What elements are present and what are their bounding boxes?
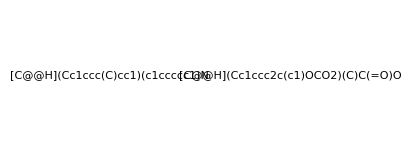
Text: [C@@H](Cc1ccc2c(c1)OCO2)(C)C(=O)O: [C@@H](Cc1ccc2c(c1)OCO2)(C)C(=O)O	[179, 71, 402, 80]
Text: [C@@H](Cc1ccc(C)cc1)(c1ccccc1)N: [C@@H](Cc1ccc(C)cc1)(c1ccccc1)N	[10, 71, 209, 80]
